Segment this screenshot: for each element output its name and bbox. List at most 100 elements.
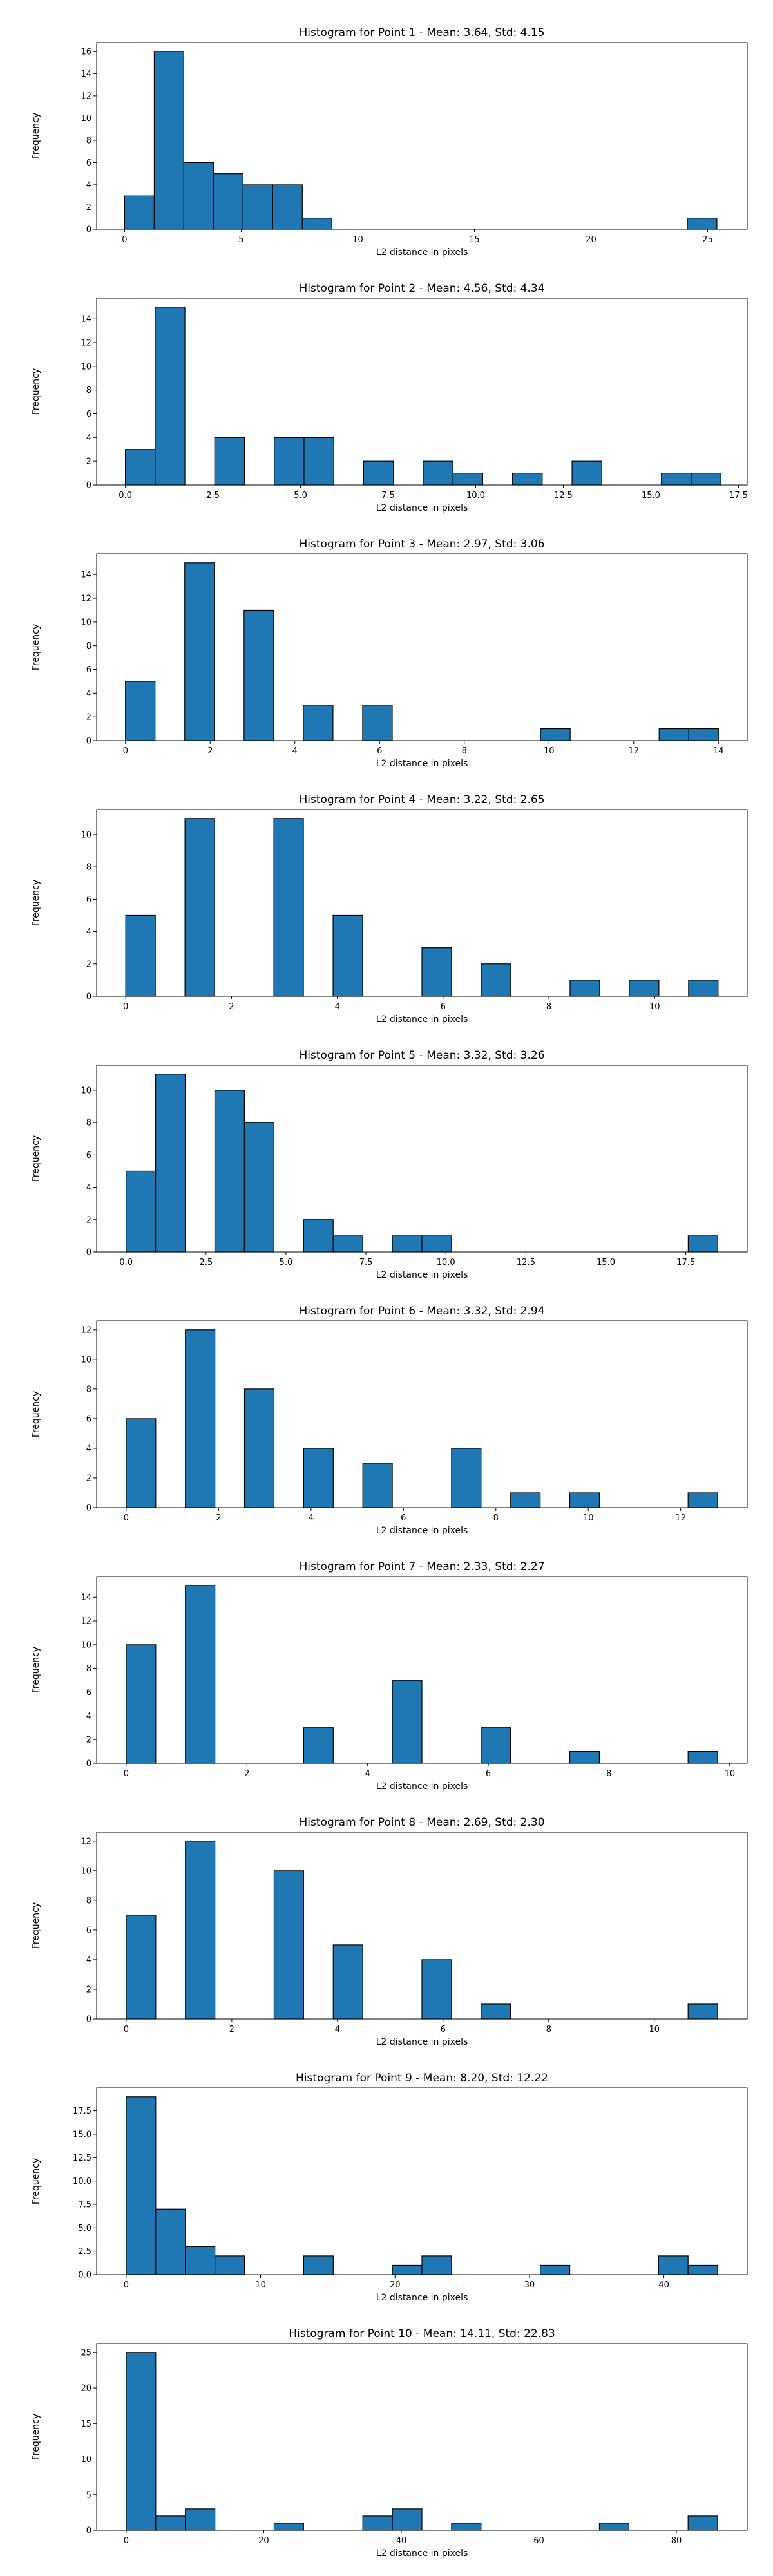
x-tick-label: 6: [401, 1513, 406, 1523]
histogram-bar: [155, 2208, 186, 2275]
histogram-bar: [124, 195, 155, 230]
y-tick-label: 2: [86, 1985, 91, 1994]
y-axis-label: Frequency: [31, 2414, 41, 2460]
y-tick-label: 10: [81, 830, 91, 840]
histogram-bar: [125, 681, 156, 741]
axes-frame: [96, 1320, 748, 1508]
y-tick-label: 0.0: [78, 2271, 91, 2280]
chart-title: Histogram for Point 8 - Mean: 2.69, Std:…: [299, 1816, 544, 1829]
bars: [126, 1841, 718, 2020]
axes-frame: [96, 1832, 748, 2020]
x-tick-label: 0: [124, 2536, 129, 2546]
x-tick-label: 2.5: [206, 491, 220, 500]
y-tick-label: 16: [81, 47, 91, 57]
x-tick-label: 0: [124, 1513, 129, 1523]
y-tick-label: 0: [86, 225, 91, 235]
histogram-bar: [273, 1870, 304, 2020]
x-axis-label: L2 distance in pixels: [376, 2037, 468, 2047]
y-tick-label: 10: [81, 1086, 91, 1095]
y-tick-label: 4: [86, 927, 91, 937]
x-axis-ticks: 0.0 2.5 5.0 7.5 10.0 12.5 15.0 17.5: [119, 485, 748, 500]
y-tick-label: 2: [86, 1736, 91, 1745]
y-axis-label: Frequency: [31, 880, 41, 926]
y-tick-label: 20: [81, 2384, 91, 2394]
y-tick-label: 0: [86, 737, 91, 746]
y-axis-label: Frequency: [31, 368, 41, 415]
histogram-bar: [571, 460, 602, 486]
histogram-chart-8: Histogram for Point 8 - Mean: 2.69, Std:…: [31, 1816, 748, 2047]
y-tick-label: 6: [86, 1151, 91, 1160]
histogram-bar: [153, 51, 184, 230]
histogram-bar: [242, 184, 273, 230]
histogram-bar: [303, 705, 334, 741]
histogram-bar: [185, 1585, 216, 1764]
y-tick-label: 7.5: [78, 2200, 91, 2210]
x-axis-ticks: 0 2 4 6 8 10: [124, 2019, 660, 2034]
x-tick-label: 20: [586, 235, 596, 245]
x-tick-label: 6: [441, 2025, 446, 2034]
histogram-bar: [687, 1492, 718, 1508]
chart-title: Histogram for Point 6 - Mean: 3.32, Std:…: [299, 1305, 544, 1318]
histogram-bar: [185, 2508, 216, 2531]
histogram-bar: [155, 1074, 186, 1253]
histogram-chart-3: Histogram for Point 3 - Mean: 2.97, Std:…: [31, 538, 748, 769]
y-tick-label: 4: [86, 1712, 91, 1721]
y-tick-label: 8: [86, 1385, 91, 1394]
bars: [124, 307, 721, 486]
y-tick-label: 2: [86, 960, 91, 969]
histogram-bar: [126, 1418, 157, 1508]
y-tick-label: 12: [81, 1617, 91, 1627]
histogram-bar: [126, 2096, 157, 2275]
histogram-bar: [510, 1492, 541, 1508]
y-axis-label: Frequency: [31, 1902, 41, 1949]
x-tick-label: 15.0: [642, 491, 660, 500]
x-axis-label: L2 distance in pixels: [376, 2293, 468, 2303]
x-tick-label: 8: [462, 746, 467, 756]
histogram-bar: [303, 1448, 334, 1508]
y-tick-label: 10: [81, 1866, 91, 1876]
bars: [126, 1329, 718, 1508]
histogram-chart-10: Histogram for Point 10 - Mean: 14.11, St…: [31, 2327, 748, 2559]
histogram-bar: [392, 1235, 423, 1253]
histogram-bar: [273, 818, 304, 997]
x-tick-label: 0: [124, 2025, 129, 2034]
y-tick-label: 6: [86, 1688, 91, 1698]
axes-frame: [96, 42, 748, 230]
x-tick-label: 10: [725, 1769, 736, 1779]
y-tick-label: 8: [86, 136, 91, 146]
y-tick-label: 17.5: [73, 2107, 91, 2116]
histogram-bar: [569, 1750, 600, 1764]
histogram-bar: [687, 2003, 718, 2020]
histogram-bar: [303, 1727, 334, 1764]
bars: [126, 2096, 718, 2275]
bars: [125, 562, 719, 741]
y-axis-ticks: 0 5 10 15 20 25: [81, 2348, 97, 2536]
x-tick-label: 8: [606, 1769, 611, 1779]
bars: [126, 1585, 718, 1764]
histogram-bar: [155, 307, 186, 486]
histogram-bar: [687, 218, 718, 230]
bars: [126, 2352, 718, 2531]
histogram-bar: [569, 980, 600, 997]
y-tick-label: 0: [86, 1504, 91, 1513]
y-tick-label: 6: [86, 158, 91, 168]
y-tick-label: 10: [81, 2455, 91, 2465]
histogram-bar: [451, 1448, 482, 1508]
x-tick-label: 10.0: [466, 491, 485, 500]
y-axis-label: Frequency: [31, 1647, 41, 1693]
histogram-bar: [303, 1219, 334, 1253]
x-tick-label: 20: [258, 2536, 269, 2546]
y-tick-label: 12: [81, 91, 91, 101]
histogram-bar: [126, 1644, 157, 1764]
histogram-chart-4: Histogram for Point 4 - Mean: 3.22, Std:…: [31, 793, 748, 1025]
histogram-bar: [569, 1492, 600, 1508]
x-tick-label: 4: [334, 1002, 339, 1012]
x-tick-label: 40: [658, 2280, 669, 2290]
y-tick-label: 12: [81, 1837, 91, 1846]
histogram-bar: [687, 2515, 718, 2531]
x-tick-label: 0: [123, 746, 128, 756]
x-tick-label: 12: [675, 1513, 686, 1523]
histogram-bar: [392, 2264, 423, 2275]
y-tick-label: 10: [81, 114, 91, 124]
histogram-bar: [421, 2255, 452, 2275]
